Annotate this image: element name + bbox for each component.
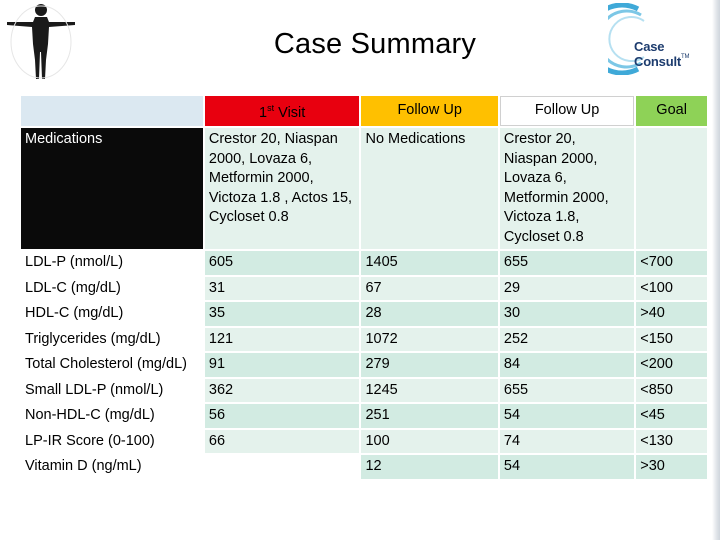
row-label: Vitamin D (ng/mL): [21, 455, 203, 479]
cell-goal: <850: [636, 378, 707, 402]
header-follow-up-1: Follow Up: [361, 96, 498, 126]
cell-first-visit: 56: [204, 404, 360, 428]
slide-edge-strip: [712, 0, 720, 540]
cell-goal: <130: [636, 429, 707, 453]
row-label: LDL-P (nmol/L): [21, 251, 203, 275]
table-row: LDL-C (mg/dL) 31 67 29 <100: [21, 276, 707, 300]
cell-first-visit: 35: [204, 302, 360, 326]
table-row-medications: Medications Crestor 20, Niaspan 2000, Lo…: [21, 128, 707, 249]
table-row: Non-HDL-C (mg/dL) 56 251 54 <45: [21, 404, 707, 428]
cell-first-visit: 91: [204, 353, 360, 377]
cell-first-visit: Crestor 20, Niaspan 2000, Lovaza 6, Metf…: [204, 128, 360, 249]
row-label: Medications: [21, 128, 203, 249]
cell-follow-up-1: 1405: [361, 251, 498, 275]
cell-follow-up-1: 251: [361, 404, 498, 428]
header-goal: Goal: [636, 96, 707, 126]
header-follow-up-2: Follow Up: [499, 96, 635, 126]
table-row: Total Cholesterol (mg/dL) 91 279 84 <200: [21, 353, 707, 377]
cell-first-visit: 66: [204, 429, 360, 453]
cell-goal: <100: [636, 276, 707, 300]
cell-first-visit: [204, 455, 360, 479]
cell-first-visit: 31: [204, 276, 360, 300]
table-row: LP-IR Score (0-100) 66 100 74 <130: [21, 429, 707, 453]
row-label: Small LDL-P (nmol/L): [21, 378, 203, 402]
row-label: Non-HDL-C (mg/dL): [21, 404, 203, 428]
case-consult-logo: [608, 3, 645, 75]
cell-first-visit: 605: [204, 251, 360, 275]
row-label: LP-IR Score (0-100): [21, 429, 203, 453]
table-row: HDL-C (mg/dL) 35 28 30 >40: [21, 302, 707, 326]
cell-follow-up-2: 74: [499, 429, 635, 453]
cell-follow-up-2: 29: [499, 276, 635, 300]
cell-follow-up-2: 252: [499, 327, 635, 351]
logo-wordmark: Case ConsultTM: [634, 39, 720, 69]
table-row: Triglycerides (mg/dL) 121 1072 252 <150: [21, 327, 707, 351]
row-label: LDL-C (mg/dL): [21, 276, 203, 300]
cell-goal: <200: [636, 353, 707, 377]
cell-goal: >40: [636, 302, 707, 326]
cell-follow-up-1: 28: [361, 302, 498, 326]
table-row: Vitamin D (ng/mL) 12 54 >30: [21, 455, 707, 479]
page-title: Case Summary: [273, 28, 477, 60]
row-label: HDL-C (mg/dL): [21, 302, 203, 326]
cell-follow-up-2: 30: [499, 302, 635, 326]
header-first-visit: 1st Visit: [204, 96, 360, 126]
cell-goal: <45: [636, 404, 707, 428]
cell-follow-up-2: 54: [499, 455, 635, 479]
table-header-row: 1st Visit Follow Up Follow Up Goal: [21, 96, 707, 126]
row-label: Total Cholesterol (mg/dL): [21, 353, 203, 377]
cell-goal: [636, 128, 707, 249]
cell-follow-up-2: 655: [499, 378, 635, 402]
row-label: Triglycerides (mg/dL): [21, 327, 203, 351]
cell-goal: <150: [636, 327, 707, 351]
cell-follow-up-2: 54: [499, 404, 635, 428]
cell-follow-up-2: 84: [499, 353, 635, 377]
cell-follow-up-1: 1072: [361, 327, 498, 351]
cell-goal: >30: [636, 455, 707, 479]
cell-follow-up-1: 1245: [361, 378, 498, 402]
table-row: LDL-P (nmol/L) 605 1405 655 <700: [21, 251, 707, 275]
human-figure-icon: [7, 4, 75, 79]
table-row: Small LDL-P (nmol/L) 362 1245 655 <850: [21, 378, 707, 402]
cell-follow-up-1: 12: [361, 455, 498, 479]
case-summary-table: 1st Visit Follow Up Follow Up Goal Medic…: [19, 94, 709, 481]
cell-follow-up-1: 100: [361, 429, 498, 453]
cell-follow-up-1: 279: [361, 353, 498, 377]
logo-trademark: TM: [680, 54, 690, 60]
cell-follow-up-2: 655: [499, 251, 635, 275]
cell-first-visit: 121: [204, 327, 360, 351]
cell-first-visit: 362: [204, 378, 360, 402]
header-blank: [21, 96, 203, 126]
logo-name: Case Consult: [634, 39, 681, 69]
cell-goal: <700: [636, 251, 707, 275]
cell-follow-up-1: No Medications: [361, 128, 498, 249]
cell-follow-up-2: Crestor 20, Niaspan 2000, Lovaza 6, Metf…: [499, 128, 635, 249]
cell-follow-up-1: 67: [361, 276, 498, 300]
